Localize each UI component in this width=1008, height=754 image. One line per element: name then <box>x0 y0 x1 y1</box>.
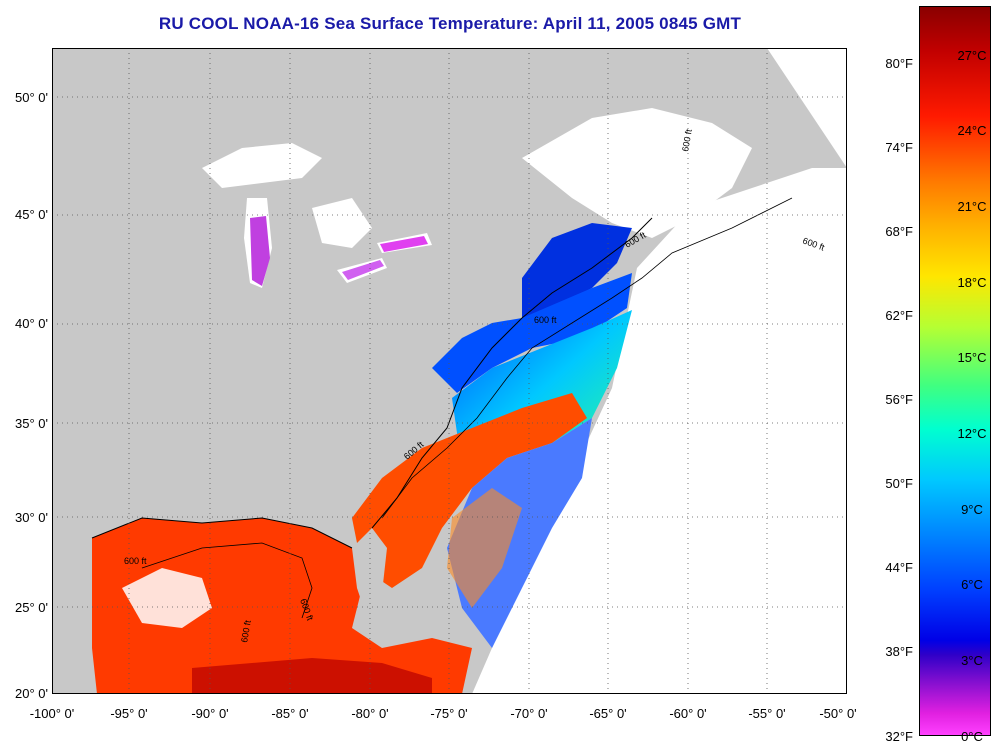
lon-label: -90° 0' <box>191 706 229 721</box>
lat-label: 25° 0' <box>15 600 48 615</box>
gulf-of-mexico-cloud <box>122 568 212 628</box>
colorbar-f-label: 44°F <box>885 560 913 575</box>
lat-label: 20° 0' <box>15 686 48 701</box>
lake-ontario-sst <box>380 236 428 252</box>
colorbar-f-label: 62°F <box>885 308 913 323</box>
colorbar-c-label: 9°C <box>961 502 983 517</box>
sargasso-orange <box>447 488 522 608</box>
lon-label: -80° 0' <box>351 706 389 721</box>
lake-huron <box>312 198 372 248</box>
colorbar-c-label: 0°C <box>961 729 983 744</box>
map-title: RU COOL NOAA-16 Sea Surface Temperature:… <box>158 14 742 33</box>
colorbar-f-label: 50°F <box>885 476 913 491</box>
colorbar <box>919 6 991 736</box>
isobath-label: 600 ft <box>680 128 694 152</box>
colorbar-f-label: 80°F <box>885 56 913 71</box>
colorbar-f-label: 68°F <box>885 224 913 239</box>
isobath-600ft <box>141 197 793 619</box>
colorbar-c-label: 27°C <box>957 48 987 63</box>
colorbar-f-label: 38°F <box>885 644 913 659</box>
lon-label: -70° 0' <box>510 706 548 721</box>
colorbar-f-label: 56°F <box>885 392 913 407</box>
lon-label: -60° 0' <box>669 706 707 721</box>
lake-erie-sst <box>342 260 384 280</box>
lake-michigan-sst <box>250 216 270 286</box>
colorbar-f-label: 32°F <box>885 729 913 744</box>
lon-label: -65° 0' <box>589 706 627 721</box>
lon-label: -100° 0' <box>29 706 75 721</box>
colorbar-f-label: 74°F <box>885 140 913 155</box>
shelf-sst <box>432 273 632 393</box>
colorbar-c-label: 12°C <box>957 426 987 441</box>
no-data-ocean <box>472 48 847 694</box>
isobath-label: 600 ft <box>534 315 557 325</box>
isobath-label: 600 ft <box>124 556 147 566</box>
sst-map: 600 ft 600 ft 600 ft 600 ft 600 ft 600 f… <box>52 48 847 694</box>
gulf-of-maine-sst <box>522 223 632 318</box>
gulf-st-lawrence <box>522 108 752 238</box>
lat-label: 40° 0' <box>15 316 48 331</box>
lat-label: 45° 0' <box>15 207 48 222</box>
coastline <box>91 217 653 549</box>
gulf-of-mexico-sst <box>92 518 472 694</box>
lon-label: -55° 0' <box>748 706 786 721</box>
colorbar-c-label: 6°C <box>961 577 983 592</box>
lake-superior <box>202 143 322 188</box>
colorbar-c-label: 21°C <box>957 199 987 214</box>
caribbean-sst <box>192 658 432 694</box>
colorbar-c-label: 3°C <box>961 653 983 668</box>
lat-label: 50° 0' <box>15 90 48 105</box>
florida <box>352 528 387 618</box>
colorbar-c-label: 18°C <box>957 275 987 290</box>
isobath-label: 600 ft <box>239 619 253 643</box>
lat-label: 30° 0' <box>15 510 48 525</box>
map-frame <box>52 48 847 694</box>
colorbar-c-label: 24°C <box>957 123 987 138</box>
lon-label: -50° 0' <box>819 706 857 721</box>
lon-label: -75° 0' <box>430 706 468 721</box>
gulf-stream-sst <box>352 393 587 588</box>
colorbar-c-label: 15°C <box>957 350 987 365</box>
lon-label: -85° 0' <box>271 706 309 721</box>
lat-label: 35° 0' <box>15 416 48 431</box>
lon-label: -95° 0' <box>110 706 148 721</box>
